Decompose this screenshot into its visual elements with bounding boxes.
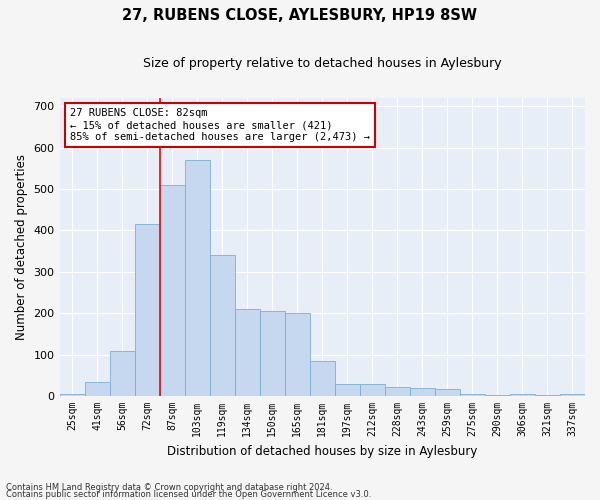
Bar <box>385 387 410 396</box>
Bar <box>59 394 85 396</box>
Bar <box>209 256 235 396</box>
Bar <box>560 394 585 396</box>
Bar <box>160 185 185 396</box>
Bar <box>285 314 310 396</box>
Bar <box>260 311 285 396</box>
Bar <box>460 394 485 396</box>
Y-axis label: Number of detached properties: Number of detached properties <box>15 154 28 340</box>
Bar <box>235 309 260 396</box>
Text: 27 RUBENS CLOSE: 82sqm
← 15% of detached houses are smaller (421)
85% of semi-de: 27 RUBENS CLOSE: 82sqm ← 15% of detached… <box>70 108 370 142</box>
Text: 27, RUBENS CLOSE, AYLESBURY, HP19 8SW: 27, RUBENS CLOSE, AYLESBURY, HP19 8SW <box>122 8 478 22</box>
Bar <box>510 394 535 396</box>
Text: Contains HM Land Registry data © Crown copyright and database right 2024.: Contains HM Land Registry data © Crown c… <box>6 484 332 492</box>
Bar <box>335 384 360 396</box>
Text: Contains public sector information licensed under the Open Government Licence v3: Contains public sector information licen… <box>6 490 371 499</box>
Bar <box>310 361 335 396</box>
Bar <box>410 388 435 396</box>
X-axis label: Distribution of detached houses by size in Aylesbury: Distribution of detached houses by size … <box>167 444 478 458</box>
Bar <box>360 384 385 396</box>
Bar <box>110 350 134 396</box>
Title: Size of property relative to detached houses in Aylesbury: Size of property relative to detached ho… <box>143 58 502 70</box>
Bar <box>134 224 160 396</box>
Bar <box>185 160 209 396</box>
Bar <box>485 395 510 396</box>
Bar <box>535 395 560 396</box>
Bar <box>85 382 110 396</box>
Bar <box>435 388 460 396</box>
